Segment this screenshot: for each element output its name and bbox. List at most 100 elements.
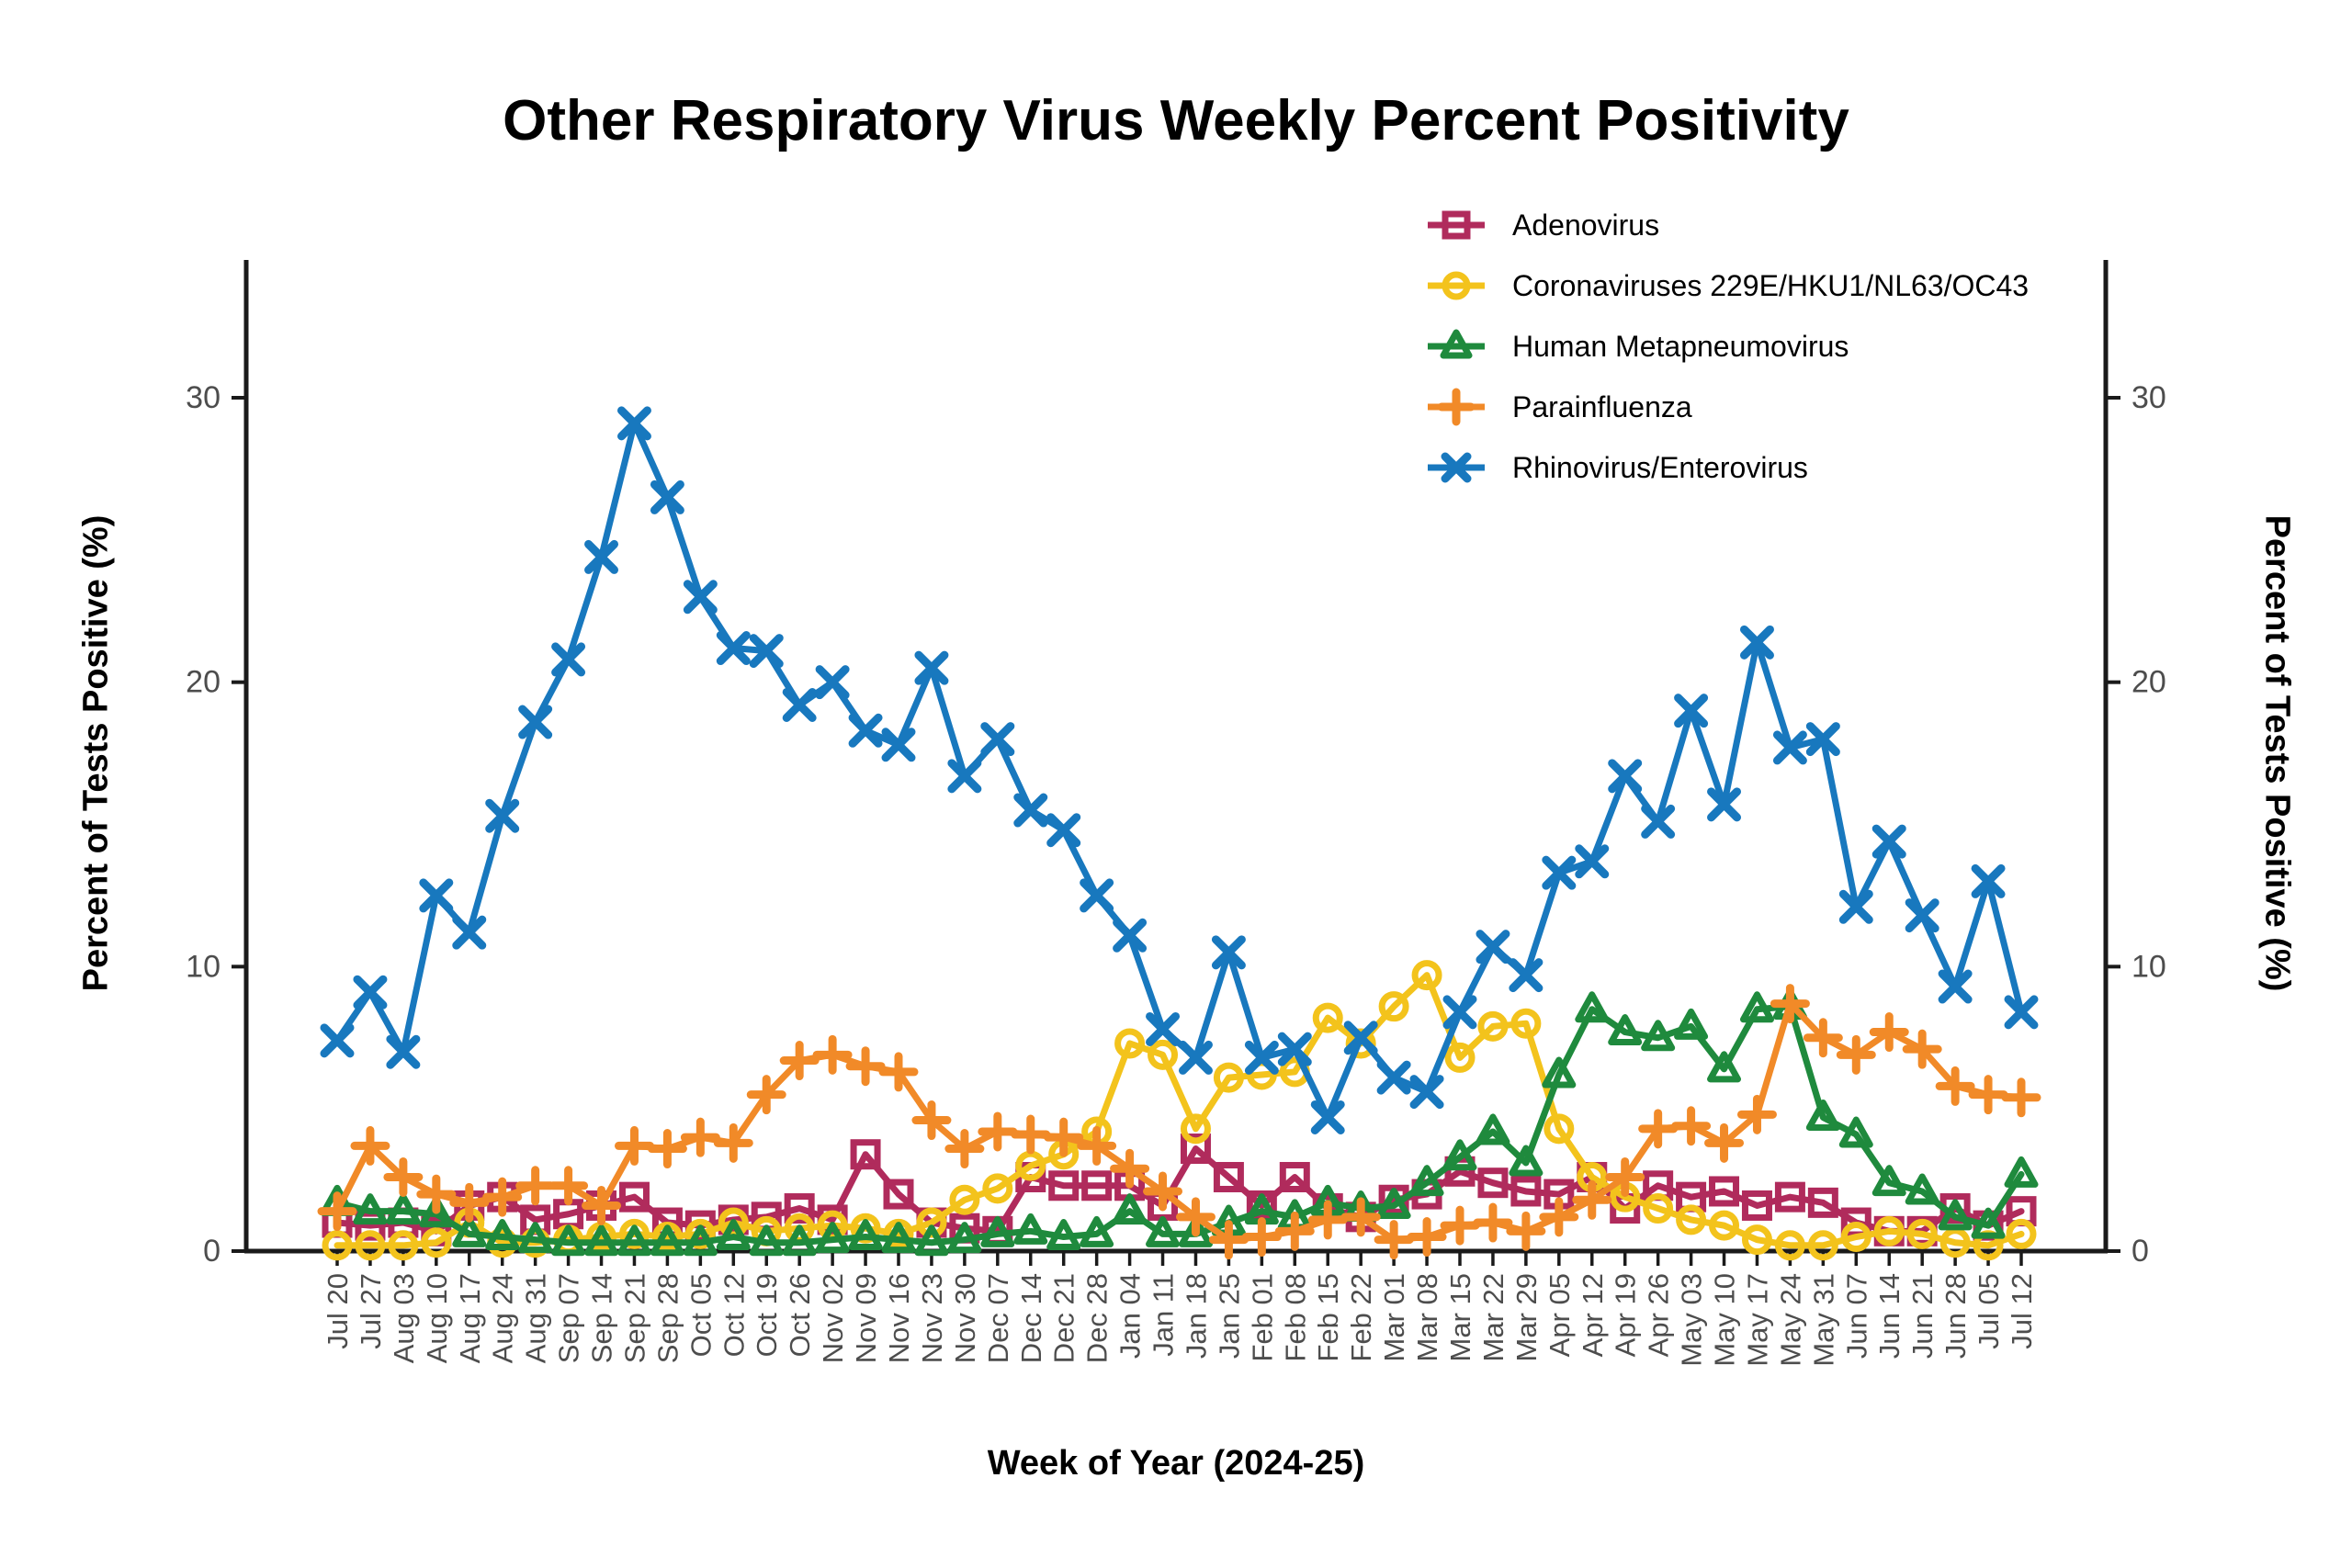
marker-triangle <box>1509 1145 1544 1177</box>
y-tick-label-left: 0 <box>203 1234 220 1269</box>
x-tick-label: Nov 09 <box>850 1273 882 1363</box>
marker-square <box>1180 1134 1211 1165</box>
marker-triangle <box>650 1224 684 1257</box>
marker-circle <box>1840 1222 1871 1253</box>
x-tick-label: May 03 <box>1676 1273 1708 1367</box>
x-tick-label: Nov 16 <box>883 1273 915 1363</box>
marker-triangle <box>353 1193 388 1225</box>
marker-triangle <box>1080 1215 1114 1247</box>
marker-circle <box>618 1218 650 1249</box>
marker-plus <box>1671 1106 1712 1146</box>
marker-x <box>1871 824 1906 859</box>
marker-x <box>683 580 718 615</box>
marker-circle <box>1709 1210 1740 1241</box>
marker-triangle <box>518 1222 553 1254</box>
x-tick-label: Sep 14 <box>586 1273 618 1363</box>
marker-plus <box>383 1156 424 1197</box>
marker-plus <box>1836 1034 1876 1075</box>
x-tick-label: May 31 <box>1807 1273 1839 1367</box>
legend-label: Adenovirus <box>1512 208 1660 242</box>
marker-circle <box>916 1207 947 1238</box>
marker-plus <box>1208 1220 1249 1260</box>
marker-x <box>1905 898 1939 933</box>
marker-triangle <box>616 1224 651 1257</box>
x-tick-label: Oct 26 <box>784 1273 816 1357</box>
x-tick-label: Apr 12 <box>1577 1273 1609 1357</box>
marker-triangle <box>1376 1187 1411 1219</box>
x-tick-label: Jun 14 <box>1873 1273 1905 1359</box>
marker-plus <box>1044 1117 1084 1157</box>
y-tick-label-right: 10 <box>2132 949 2166 984</box>
marker-plus <box>614 1125 654 1166</box>
x-tick-label: Aug 17 <box>454 1273 486 1363</box>
marker-triangle <box>848 1219 883 1251</box>
marker-circle <box>850 1213 881 1244</box>
marker-x <box>1442 995 1477 1030</box>
marker-circle <box>1114 1028 1146 1059</box>
x-tick-label: May 17 <box>1741 1273 1773 1367</box>
marker-x <box>1376 1060 1411 1095</box>
marker-circle <box>322 1230 353 1261</box>
marker-plus <box>1440 1205 1480 1246</box>
marker-square <box>784 1193 815 1224</box>
marker-plus <box>1307 1200 1348 1240</box>
marker-x <box>452 915 487 950</box>
marker-plus <box>1902 1029 1942 1069</box>
marker-x <box>584 539 619 574</box>
marker-x <box>419 878 454 913</box>
marker-circle <box>421 1227 452 1258</box>
marker-triangle <box>1707 1051 1742 1083</box>
legend-label: Human Metapneumovirus <box>1512 329 1849 363</box>
marker-plus <box>1011 1114 1051 1155</box>
marker-square <box>1279 1161 1310 1192</box>
x-tick-label: May 24 <box>1774 1273 1806 1367</box>
marker-triangle <box>1442 1139 1477 1171</box>
marker-plus <box>812 1034 853 1075</box>
marker-x <box>1211 935 1246 970</box>
x-tick-label: Sep 28 <box>651 1273 684 1363</box>
legend-x-icon <box>1428 452 1485 483</box>
x-tick-label: Oct 19 <box>751 1273 783 1357</box>
legend-item-3: Parainfluenza <box>1426 377 2029 437</box>
x-tick-label: Jul 05 <box>1973 1273 2005 1349</box>
marker-plus <box>515 1166 556 1206</box>
marker-plus <box>680 1117 720 1157</box>
marker-x <box>320 1023 355 1058</box>
marker-square <box>850 1139 881 1170</box>
marker-triangle <box>881 1222 916 1254</box>
marker-circle <box>1510 1008 1542 1039</box>
marker-x <box>1772 730 1807 765</box>
marker-triangle <box>419 1196 454 1228</box>
marker-x <box>815 665 850 700</box>
legend-item-0: Adenovirus <box>1426 195 2029 255</box>
marker-triangle <box>452 1215 487 1247</box>
marker-plus <box>1704 1122 1745 1163</box>
marker-circle <box>1148 1039 1179 1070</box>
x-tick-label: Dec 07 <box>982 1273 1014 1363</box>
marker-x <box>1343 1021 1378 1055</box>
marker-x <box>386 1034 421 1069</box>
marker-x <box>782 687 817 722</box>
marker-triangle <box>1971 1207 2006 1239</box>
marker-plus <box>845 1046 886 1087</box>
marker-plus <box>1539 1197 1579 1237</box>
marker-x <box>1013 793 1048 828</box>
x-tick-label: Jan 18 <box>1180 1273 1212 1359</box>
series-line-circle <box>334 972 2025 1249</box>
marker-plus <box>713 1122 753 1163</box>
x-tick-label: Sep 07 <box>553 1273 585 1363</box>
marker-plus <box>1143 1171 1183 1212</box>
x-tick-label: Apr 26 <box>1643 1273 1675 1357</box>
marker-square <box>1774 1181 1805 1213</box>
marker-x <box>551 642 586 677</box>
marker-plus <box>1340 1197 1381 1237</box>
marker-x <box>980 722 1015 757</box>
marker-plus <box>1407 1217 1447 1258</box>
marker-triangle <box>1938 1199 1973 1231</box>
x-axis-title: Week of Year (2024-25) <box>987 1444 1365 1483</box>
legend-item-4: Rhinovirus/Enterovirus <box>1426 437 2029 498</box>
x-tick-label: Jan 11 <box>1148 1273 1180 1357</box>
marker-triangle <box>1871 1165 1906 1197</box>
marker-x <box>1838 889 1873 924</box>
